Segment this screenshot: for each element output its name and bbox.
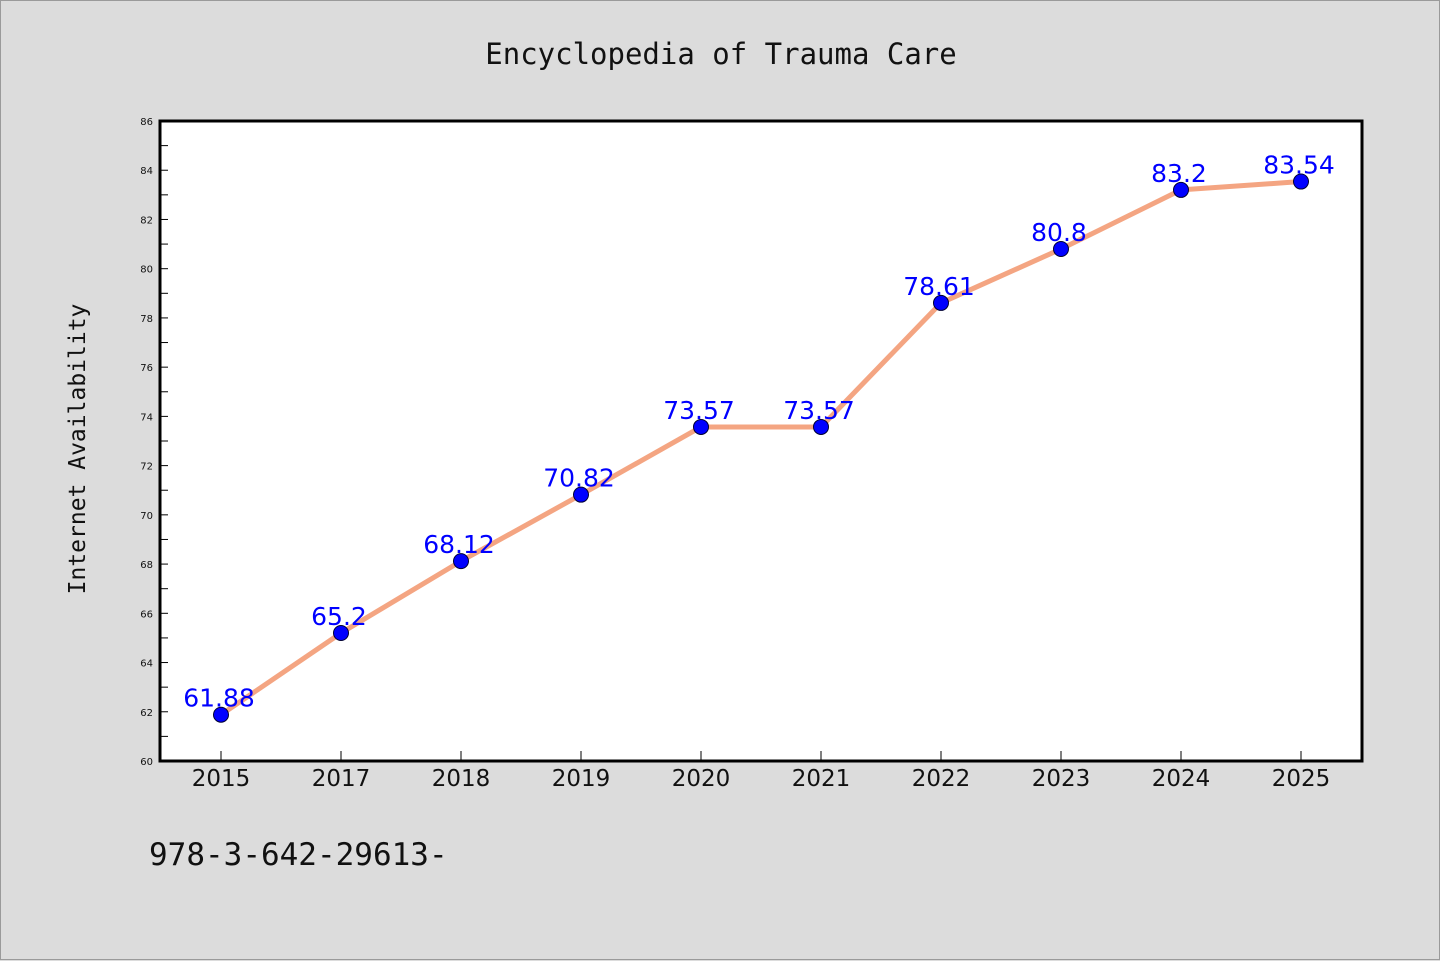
y-tick-label: 70 xyxy=(140,511,153,522)
x-tick-label: 2019 xyxy=(552,766,611,792)
y-tick-label: 82 xyxy=(140,215,153,226)
series-group: 61.88 65.2 68.12 70.82 73.57 73.57 78.61 80.8 83… xyxy=(183,151,1335,723)
data-label: 68.12 xyxy=(423,530,495,559)
data-label: 80.8 xyxy=(1031,218,1087,247)
data-point[interactable] xyxy=(573,486,589,503)
data-point[interactable] xyxy=(213,706,229,723)
data-point[interactable] xyxy=(1173,181,1189,198)
data-label: 73.57 xyxy=(783,396,855,425)
x-tick-label: 2020 xyxy=(672,766,731,792)
y-tick-label: 66 xyxy=(140,609,153,620)
x-tick-label: 2023 xyxy=(1032,766,1091,792)
chart-title: Encyclopedia of Trauma Care xyxy=(485,37,956,71)
data-label: 78.61 xyxy=(903,272,975,301)
y-tick-label: 60 xyxy=(140,757,153,768)
data-label: 65.2 xyxy=(311,602,367,631)
y-tick-label: 72 xyxy=(140,462,153,473)
x-tick-label: 2015 xyxy=(192,766,251,792)
y-tick-label: 64 xyxy=(140,659,153,670)
data-label: 61.88 xyxy=(183,684,255,713)
plot-area xyxy=(158,119,1364,763)
x-tick-label: 2024 xyxy=(1152,766,1211,792)
y-axis-label: Internet Availability xyxy=(65,304,91,595)
x-tick-label: 2021 xyxy=(792,766,851,792)
x-tick-label: 2025 xyxy=(1272,766,1331,792)
y-tick-label: 74 xyxy=(140,412,153,423)
data-point[interactable] xyxy=(1053,241,1069,257)
y-tick-label: 76 xyxy=(140,363,153,374)
data-label: 83.54 xyxy=(1263,151,1335,180)
y-tick-label: 68 xyxy=(140,560,153,571)
data-label: 83.2 xyxy=(1151,159,1207,188)
x-tick-label: 2018 xyxy=(432,766,491,792)
y-tick-label: 84 xyxy=(140,166,153,177)
x-axis: 2015 2017 2018 2019 2020 2021 2022 2023 2024 2025 xyxy=(192,751,1331,792)
data-point[interactable] xyxy=(1293,173,1309,190)
y-tick-label: 62 xyxy=(140,708,153,719)
data-label: 70.82 xyxy=(543,464,615,493)
data-point[interactable] xyxy=(453,553,469,570)
x-tick-label: 2022 xyxy=(912,766,971,792)
data-point[interactable] xyxy=(333,625,349,641)
y-axis: 60 62 64 66 68 70 72 74 76 78 80 82 84 86 xyxy=(140,117,168,768)
series-line xyxy=(218,179,1304,718)
data-point[interactable] xyxy=(933,294,949,311)
y-tick-label: 80 xyxy=(140,265,153,276)
data-point[interactable] xyxy=(813,418,829,435)
x-tick-label: 2017 xyxy=(312,766,371,792)
y-tick-label: 86 xyxy=(140,117,153,128)
y-tick-label: 78 xyxy=(140,314,153,325)
footnote-isbn: 978-3-642-29613- xyxy=(149,837,448,873)
data-point[interactable] xyxy=(693,418,709,435)
data-label: 73.57 xyxy=(663,396,735,425)
